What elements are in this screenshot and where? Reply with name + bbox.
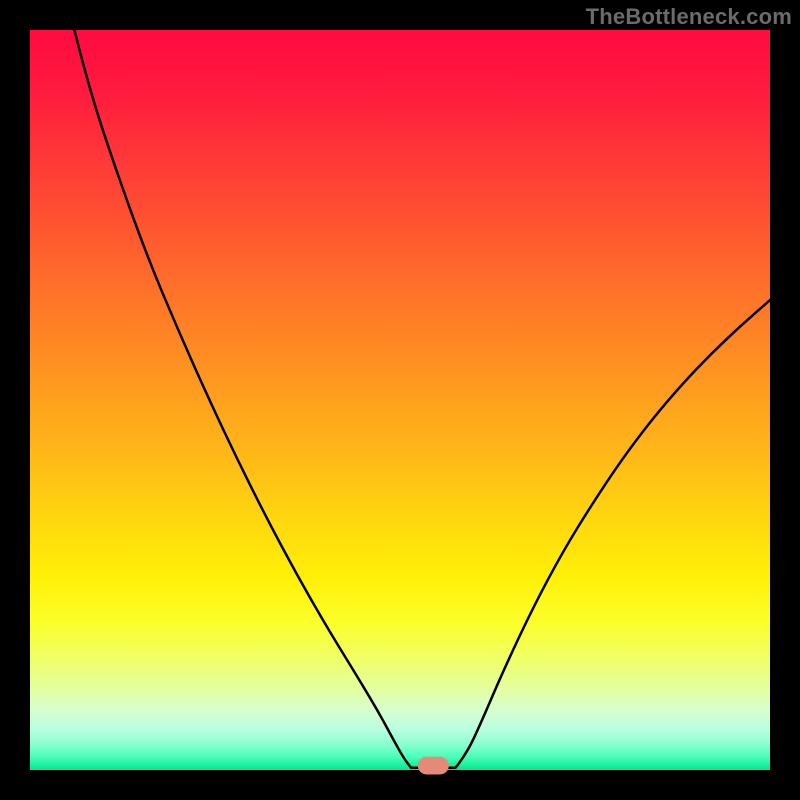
optimal-point-marker [418, 757, 449, 775]
bottleneck-chart: TheBottleneck.com [0, 0, 800, 800]
watermark-text: TheBottleneck.com [586, 4, 792, 30]
chart-svg [0, 0, 800, 800]
plot-background-gradient [30, 30, 770, 770]
